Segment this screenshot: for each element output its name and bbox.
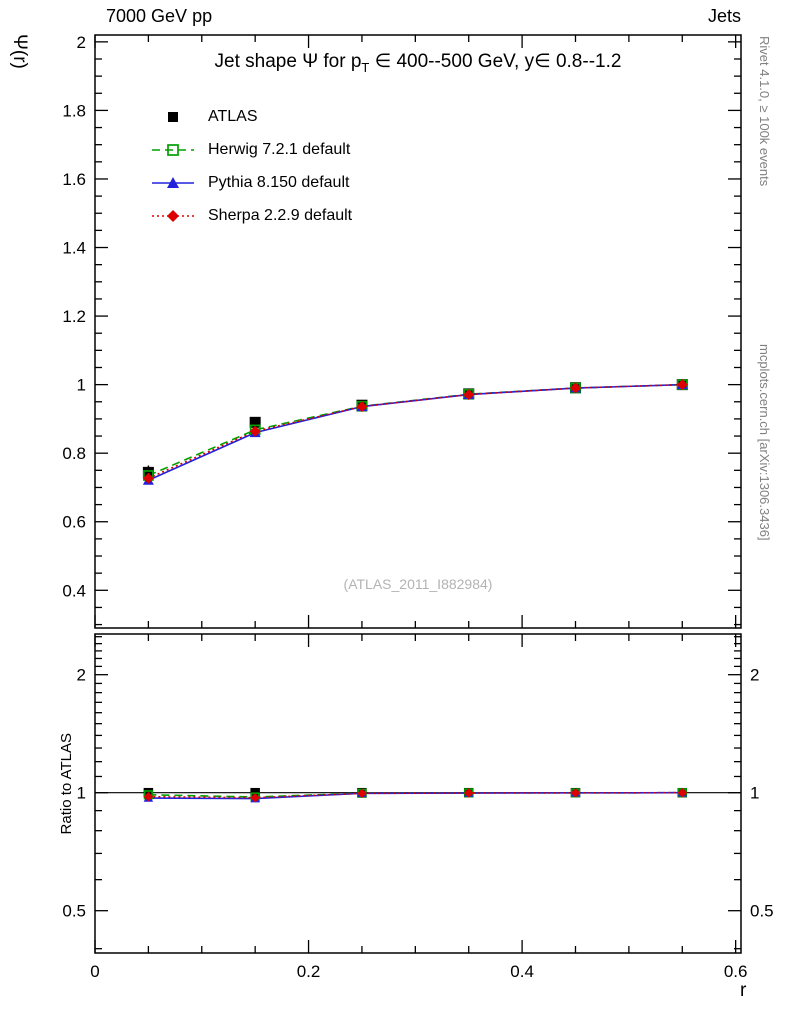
atlas-data-marker-icon bbox=[150, 108, 196, 126]
svg-text:2: 2 bbox=[77, 666, 86, 685]
plot-title-post: ∈ 400--500 GeV, y∈ 0.8--1.2 bbox=[369, 51, 622, 72]
main-line-1 bbox=[148, 383, 683, 477]
svg-text:1.8: 1.8 bbox=[62, 101, 86, 120]
rivet-version-label: Rivet 4.1.0, ≥ 100k events bbox=[757, 36, 772, 187]
legend-item-herwig: Herwig 7.2.1 default bbox=[150, 133, 352, 166]
y-axis-title: Ψ(r) bbox=[9, 34, 30, 69]
plot-title-pre: Jet shape Ψ for p bbox=[214, 51, 362, 72]
plot-title-subscript: T bbox=[361, 59, 370, 75]
pythia-marker-icon bbox=[150, 174, 196, 192]
svg-text:1.2: 1.2 bbox=[62, 307, 86, 326]
svg-text:0.6: 0.6 bbox=[62, 513, 86, 532]
herwig-marker-icon bbox=[150, 141, 196, 159]
svg-text:2: 2 bbox=[750, 666, 759, 685]
ratio-frame bbox=[94, 633, 742, 954]
data-series bbox=[95, 379, 741, 803]
legend-item-sherpa: Sherpa 2.2.9 default bbox=[150, 199, 352, 232]
svg-text:0: 0 bbox=[90, 962, 99, 981]
mcplots-reference-label: mcplots.cern.ch [arXiv:1306.3436] bbox=[757, 344, 772, 541]
plot-title: Jet shape Ψ for pT ∈ 400--500 GeV, y∈ 0.… bbox=[95, 50, 741, 75]
analysis-topic-label: Jets bbox=[707, 6, 741, 26]
analysis-id-watermark: (ATLAS_2011_I882984) bbox=[343, 576, 493, 592]
tick-labels: 0 0.2 0.4 0.6 0.4 0.6 0.8 1 1.2 1.4 1.6 1.8 2 0.5 0.5 1… bbox=[62, 33, 773, 981]
svg-text:0.5: 0.5 bbox=[750, 902, 774, 921]
main-frame bbox=[94, 34, 742, 629]
svg-text:0.4: 0.4 bbox=[62, 581, 86, 600]
beam-energy-label: 7000 GeV pp bbox=[106, 6, 213, 26]
svg-text:1.4: 1.4 bbox=[62, 239, 86, 258]
svg-text:0.4: 0.4 bbox=[510, 962, 534, 981]
main-line-3 bbox=[148, 383, 683, 479]
legend-label-pythia: Pythia 8.150 default bbox=[208, 173, 350, 191]
svg-text:0.2: 0.2 bbox=[297, 962, 321, 981]
axes-and-ticks bbox=[94, 34, 742, 954]
svg-text:0.5: 0.5 bbox=[62, 902, 86, 921]
legend-label-atlas: ATLAS bbox=[208, 107, 258, 125]
svg-text:0.6: 0.6 bbox=[724, 962, 748, 981]
legend-label-herwig: Herwig 7.2.1 default bbox=[208, 140, 351, 158]
sherpa-marker-icon bbox=[150, 207, 196, 225]
svg-text:1: 1 bbox=[77, 376, 86, 395]
main-line-2 bbox=[148, 383, 683, 481]
svg-text:2: 2 bbox=[77, 33, 86, 52]
ratio-line-2 bbox=[148, 791, 683, 800]
x-axis-title: r bbox=[740, 980, 747, 1001]
svg-text:1: 1 bbox=[750, 784, 759, 803]
svg-text:0.8: 0.8 bbox=[62, 444, 86, 463]
svg-text:1.6: 1.6 bbox=[62, 170, 86, 189]
legend-label-sherpa: Sherpa 2.2.9 default bbox=[208, 206, 353, 224]
legend: ATLAS Herwig 7.2.1 default Pythia 8.150 … bbox=[150, 100, 352, 232]
svg-text:1: 1 bbox=[77, 784, 86, 803]
legend-item-atlas: ATLAS bbox=[150, 100, 352, 133]
legend-item-pythia: Pythia 8.150 default bbox=[150, 166, 352, 199]
ratio-y-axis-title: Ratio to ATLAS bbox=[58, 733, 75, 835]
